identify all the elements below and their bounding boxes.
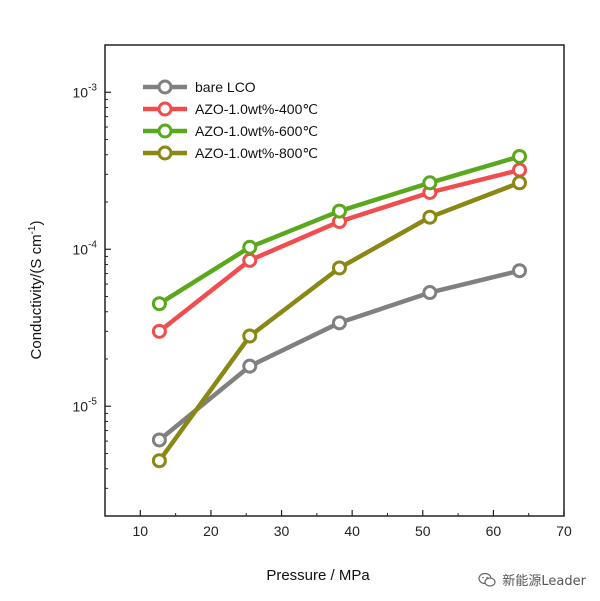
legend-item: AZO-1.0wt%-600℃ [143,123,318,139]
y-tick-label: 10-4 [73,239,98,257]
data-point [331,315,347,331]
data-point [512,148,528,164]
series-line-0 [157,268,522,443]
legend-label: AZO-1.0wt%-800℃ [195,145,318,161]
wechat-icon [478,572,497,587]
data-point [512,175,528,191]
data-point [422,285,438,301]
x-axis: 10 20 30 40 50 60 70 [133,510,572,539]
x-axis-title: Pressure / MPa [266,567,370,584]
x-tick-label: 60 [486,523,502,539]
legend-swatch-marker [157,145,173,161]
x-tick-label: 20 [203,523,219,539]
legend-label: AZO-1.0wt%-400℃ [195,101,318,117]
data-point [242,358,258,374]
data-point [512,263,528,279]
watermark-text: 新能源Leader [502,574,586,589]
legend-item: bare LCO [143,79,256,95]
data-point [331,260,347,276]
y-axis: 10-5 10-4 10-3 [73,44,111,517]
series-layer [151,148,528,469]
x-tick-label: 10 [133,523,149,539]
y-tick-label: 10-3 [73,82,98,100]
data-point [242,328,258,344]
legend-label: bare LCO [195,79,256,95]
y-axis-title: Conductivity/(S cm-1) [27,221,45,360]
x-tick-label: 30 [274,523,290,539]
data-point [512,162,528,178]
legend-item: AZO-1.0wt%-400℃ [143,101,318,117]
data-point [422,209,438,225]
y-tick-label: 10-5 [73,396,98,414]
x-tick-label: 40 [344,523,360,539]
x-tick-label: 70 [556,523,572,539]
legend: bare LCO AZO-1.0wt%-400℃ AZO-1.0wt%-600℃ AZ… [143,79,318,161]
data-point [151,432,167,448]
legend-swatch-marker [157,79,173,95]
data-point [242,252,258,268]
data-point [242,239,258,255]
legend-swatch-marker [157,101,173,117]
series-line-1 [157,167,522,334]
legend-swatch-marker [157,123,173,139]
data-point [151,323,167,339]
x-tick-label: 50 [415,523,431,539]
plot-frame [104,44,565,517]
data-point [331,203,347,219]
legend-label: AZO-1.0wt%-600℃ [195,123,318,139]
data-point [151,453,167,469]
legend-item: AZO-1.0wt%-800℃ [143,145,318,161]
watermark: 新能源Leader [478,570,586,589]
data-point [422,175,438,191]
data-point [151,296,167,312]
